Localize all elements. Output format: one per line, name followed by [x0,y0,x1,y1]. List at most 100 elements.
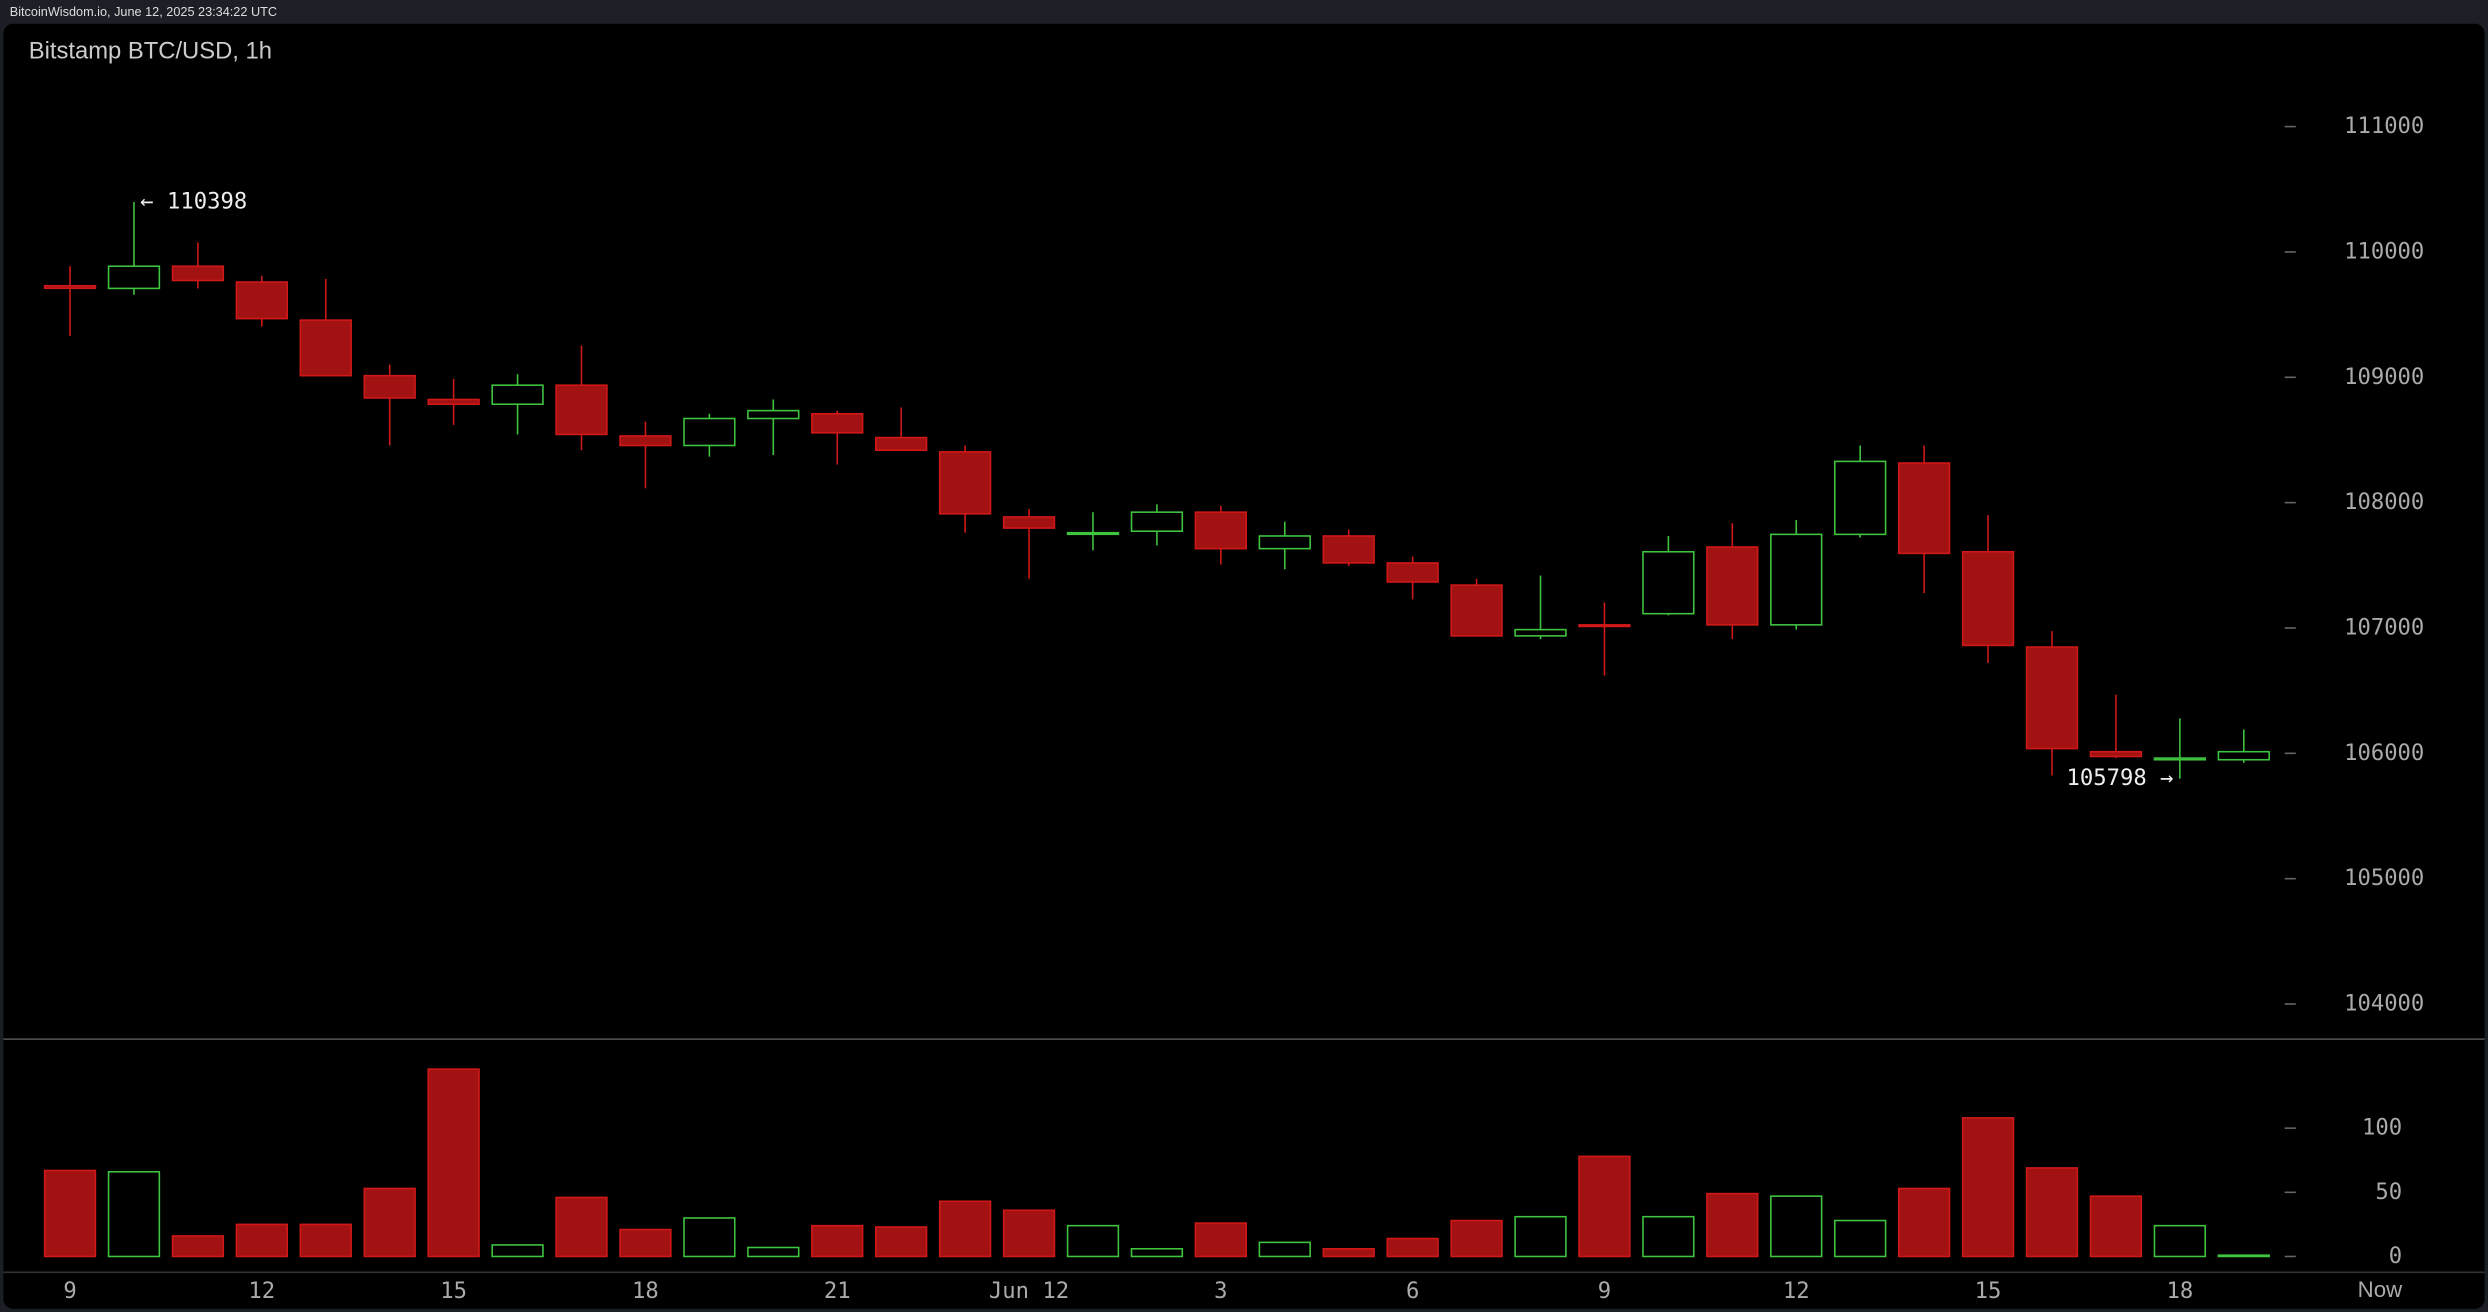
volume-bar [1002,1209,1056,1258]
volume-bar [555,1196,608,1258]
x-tick-label: 15 [1975,1278,2002,1304]
candle-body [619,435,672,447]
volume-bar [1706,1192,1759,1258]
y-tick-label: 107000 [2344,614,2424,640]
candle-body [1770,533,1823,626]
x-tick-label: Jun 12 [989,1278,1069,1304]
candle-body [2089,750,2143,758]
x-tick-label: 12 [248,1278,275,1304]
volume-bar [491,1244,544,1258]
chart-title: Bitstamp BTC/USD, 1h [29,38,272,65]
x-tick-label: 18 [2166,1278,2193,1304]
candle-body [1834,460,1887,536]
volume-bar [1642,1215,1695,1258]
volume-tick-label: 100 [2362,1115,2402,1141]
candle-body [1897,462,1951,555]
candle-body [555,384,608,436]
candle-body [1066,531,1120,536]
candle-body [1002,516,1056,529]
x-tick-label: 21 [824,1278,851,1304]
volume-bar [1194,1222,1248,1258]
volume-bar [43,1169,97,1258]
volume-tick-label: 0 [2389,1243,2402,1269]
volume-bar [1450,1219,1503,1258]
volume-bar [811,1224,864,1258]
candle-body [1642,550,1695,615]
volume-bar [107,1170,161,1258]
candle-body [491,384,544,406]
candle-body [1130,511,1184,533]
candle-body [811,412,864,434]
candle-body [2025,646,2079,750]
volume-bar [619,1228,672,1258]
candle-body [427,398,480,406]
volume-bar [747,1246,800,1258]
candle-body [171,265,225,282]
candle-body [235,281,289,320]
candle-body [1322,535,1375,564]
volume-bar [1130,1247,1184,1258]
candle-body [1386,562,1439,583]
candle-body [107,265,161,290]
volume-bar [363,1187,416,1258]
candle-body [1961,550,2015,647]
volume-bar [1514,1215,1567,1258]
now-label: Now [2358,1277,2403,1302]
y-tick-label: 104000 [2344,991,2424,1017]
candle-body [1258,535,1311,550]
candle-body [1578,624,1631,628]
volume-bar [235,1223,289,1258]
x-tick-label: 15 [440,1278,467,1304]
candle-body [363,374,416,399]
candle-body [299,319,352,377]
volume-tick-label: 50 [2375,1179,2402,1205]
volume-bar [1578,1155,1631,1258]
y-tick-label: 110000 [2344,238,2424,264]
volume-bar [171,1235,225,1258]
volume-bar [2025,1167,2079,1258]
volume-bar [2217,1254,2270,1258]
candle-body [2217,750,2270,761]
y-tick-label: 111000 [2344,113,2424,139]
y-tick-label: 109000 [2344,364,2424,390]
volume-bar [1066,1224,1120,1258]
plot-bg [3,23,2485,1309]
candle-body [43,284,97,290]
volume-bar [427,1068,480,1258]
volume-bar [2153,1224,2207,1258]
candle-body [874,436,928,452]
volume-bar [1897,1187,1951,1258]
x-tick-label: 18 [632,1278,659,1304]
y-tick-label: 105000 [2344,865,2424,891]
candle-body [747,409,800,420]
x-tick-label: 12 [1783,1278,1810,1304]
volume-bar [683,1217,736,1258]
header: BitcoinWisdom.io, June 12, 2025 23:34:22… [10,5,277,19]
volume-bar [1322,1247,1375,1258]
volume-bar [1258,1241,1311,1258]
x-tick-label: 3 [1214,1278,1227,1304]
candle-body [2153,757,2207,761]
candle-body [683,417,736,447]
volume-bar [2089,1195,2143,1258]
volume-bar [874,1226,928,1258]
volume-bar [1386,1237,1439,1258]
y-tick-label: 108000 [2344,489,2424,515]
high-annotation: ← 110398 [140,189,247,215]
candle-body [1194,511,1248,550]
x-tick-label: 9 [63,1278,76,1304]
candle-body [1450,584,1503,637]
candle-body [1706,546,1759,626]
x-tick-label: 9 [1598,1278,1611,1304]
volume-bar [299,1223,352,1258]
volume-bar [1770,1195,1823,1258]
x-tick-label: 6 [1406,1278,1419,1304]
low-annotation: 105798 → [2067,765,2174,791]
candle-body [1514,628,1567,637]
volume-bar [1961,1117,2015,1258]
y-tick-label: 106000 [2344,740,2424,766]
volume-bar [1834,1219,1887,1258]
candle-body [938,451,992,515]
